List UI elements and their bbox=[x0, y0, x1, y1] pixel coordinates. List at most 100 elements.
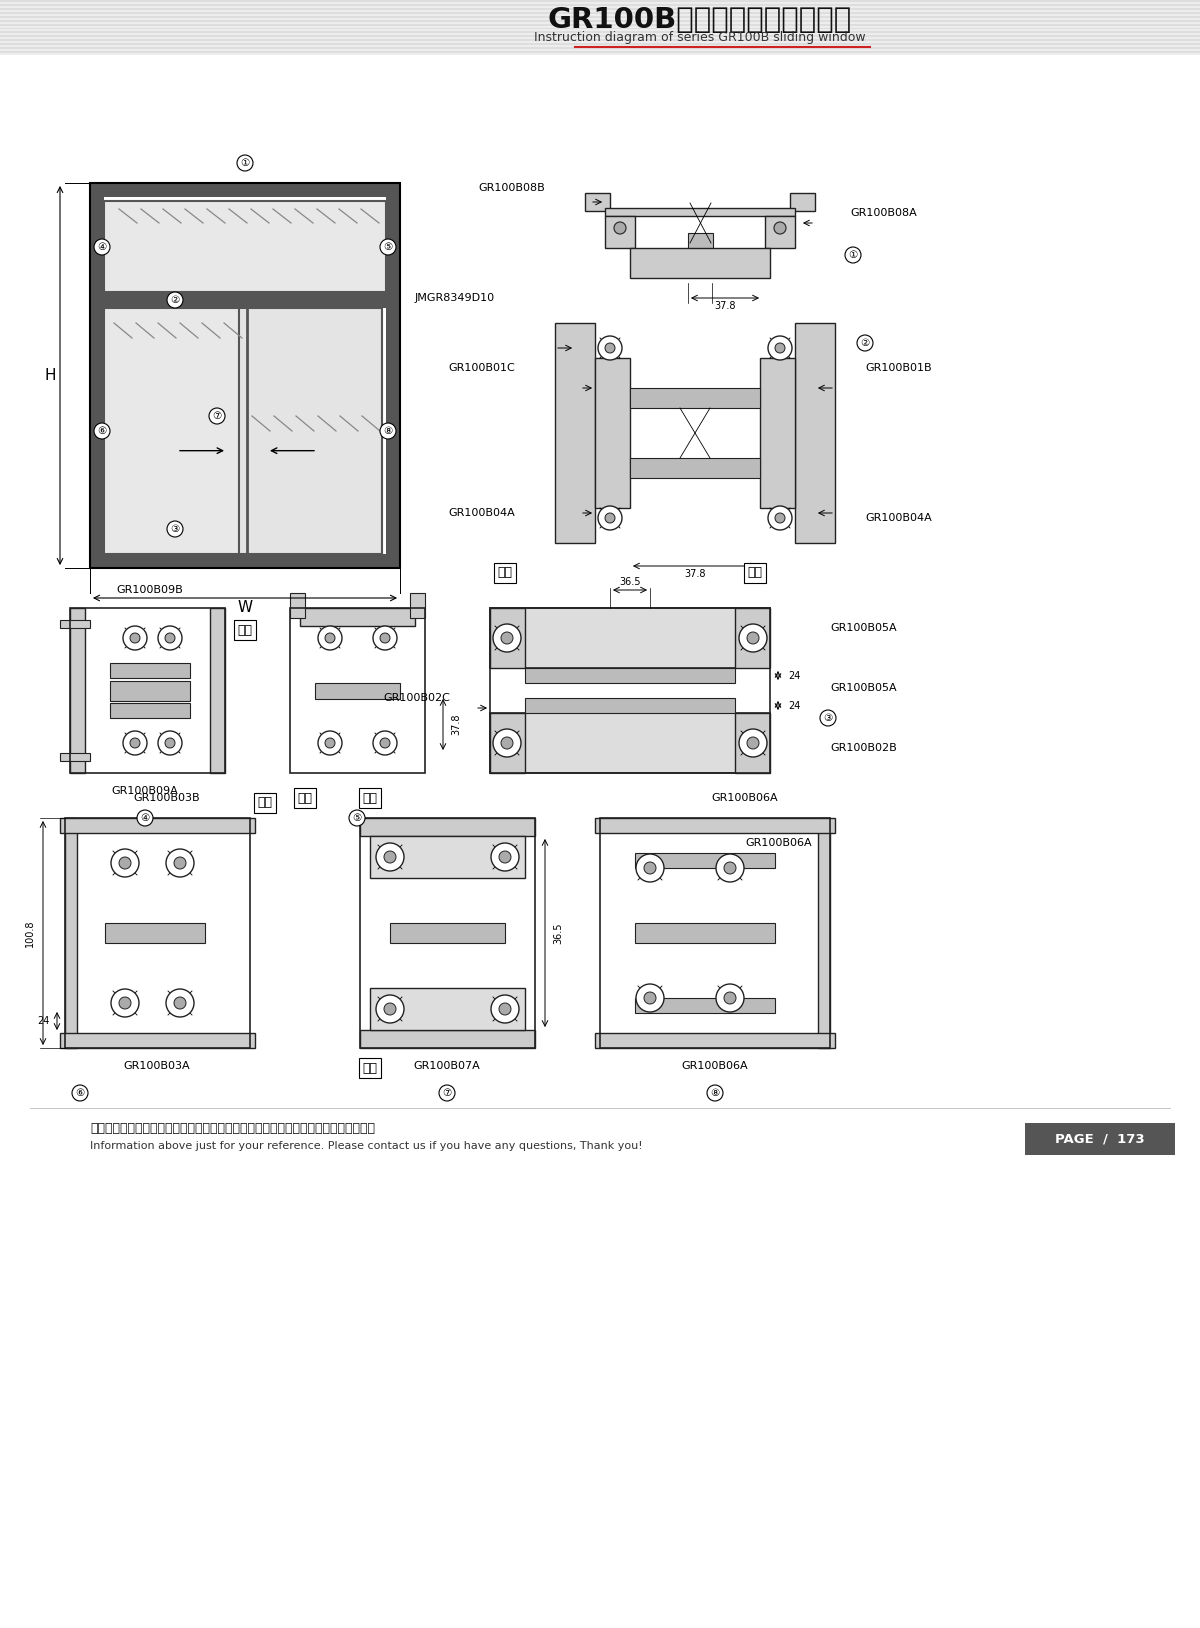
Bar bbox=[605, 217, 635, 247]
Bar bbox=[360, 1031, 535, 1048]
Text: GR100B08A: GR100B08A bbox=[850, 208, 917, 218]
Bar bbox=[314, 684, 400, 698]
Circle shape bbox=[491, 843, 520, 871]
Bar bbox=[796, 322, 835, 544]
Text: 室内: 室内 bbox=[238, 624, 252, 637]
Bar bbox=[0, 18, 1200, 20]
Bar bbox=[104, 308, 247, 554]
Text: 37.8: 37.8 bbox=[714, 301, 736, 311]
Bar bbox=[210, 607, 226, 773]
Bar bbox=[60, 620, 90, 628]
Text: ⑧: ⑧ bbox=[710, 1088, 720, 1097]
Bar bbox=[760, 358, 796, 508]
Bar bbox=[0, 2, 1200, 3]
Bar bbox=[70, 607, 226, 773]
Circle shape bbox=[605, 513, 616, 523]
Text: GR100B09B: GR100B09B bbox=[116, 584, 184, 594]
Bar bbox=[635, 923, 775, 943]
Circle shape bbox=[158, 627, 182, 650]
Text: GR100B02B: GR100B02B bbox=[830, 742, 896, 754]
Text: Instruction diagram of series GR100B sliding window: Instruction diagram of series GR100B sli… bbox=[534, 31, 866, 44]
Circle shape bbox=[857, 335, 874, 352]
Circle shape bbox=[739, 729, 767, 757]
Bar bbox=[90, 554, 400, 568]
Bar bbox=[90, 182, 400, 568]
Bar bbox=[104, 200, 386, 291]
Text: 室内: 室内 bbox=[298, 791, 312, 804]
Text: 室内: 室内 bbox=[298, 791, 312, 804]
Text: GR100B系列隔热推拉窗结构图: GR100B系列隔热推拉窗结构图 bbox=[548, 7, 852, 34]
Bar bbox=[0, 41, 1200, 44]
Bar bbox=[0, 47, 1200, 49]
Bar bbox=[0, 54, 1200, 55]
Circle shape bbox=[130, 633, 140, 643]
Text: 36.5: 36.5 bbox=[553, 921, 563, 944]
Text: GR100B06A: GR100B06A bbox=[712, 793, 779, 803]
Bar bbox=[90, 182, 400, 197]
Text: 24: 24 bbox=[37, 1016, 50, 1026]
Text: ⑧: ⑧ bbox=[383, 427, 392, 436]
Text: 24: 24 bbox=[788, 671, 800, 681]
Bar bbox=[300, 607, 415, 627]
Text: 室内: 室内 bbox=[362, 791, 378, 804]
Bar bbox=[290, 593, 305, 619]
Circle shape bbox=[644, 991, 656, 1004]
Text: GR100B04A: GR100B04A bbox=[449, 508, 515, 518]
Circle shape bbox=[380, 633, 390, 643]
Text: 室外: 室外 bbox=[748, 567, 762, 580]
Bar bbox=[490, 713, 526, 773]
Circle shape bbox=[644, 861, 656, 874]
Bar bbox=[630, 247, 770, 278]
Text: 36.5: 36.5 bbox=[619, 576, 641, 588]
Bar bbox=[734, 607, 770, 667]
Text: GR100B03B: GR100B03B bbox=[133, 793, 200, 803]
Bar bbox=[818, 817, 830, 1048]
Bar bbox=[595, 358, 630, 508]
Bar bbox=[1025, 1123, 1175, 1154]
Circle shape bbox=[499, 1003, 511, 1014]
Circle shape bbox=[775, 344, 785, 353]
Text: Information above just for your reference. Please contact us if you have any que: Information above just for your referenc… bbox=[90, 1141, 643, 1151]
Circle shape bbox=[167, 291, 182, 308]
Bar bbox=[0, 36, 1200, 37]
Text: ⑥: ⑥ bbox=[97, 427, 107, 436]
Circle shape bbox=[820, 710, 836, 726]
Bar bbox=[60, 1034, 256, 1048]
Circle shape bbox=[775, 513, 785, 523]
Bar bbox=[0, 39, 1200, 41]
Circle shape bbox=[349, 811, 365, 825]
Circle shape bbox=[493, 624, 521, 651]
Bar bbox=[70, 607, 85, 773]
Circle shape bbox=[373, 731, 397, 755]
Bar bbox=[360, 817, 535, 837]
Text: ③: ③ bbox=[170, 524, 180, 534]
Circle shape bbox=[605, 344, 616, 353]
Bar bbox=[0, 28, 1200, 29]
Circle shape bbox=[716, 983, 744, 1013]
Text: JMGR8349D10: JMGR8349D10 bbox=[415, 293, 496, 303]
Bar bbox=[630, 387, 760, 409]
Bar bbox=[370, 988, 526, 1031]
Bar bbox=[0, 8, 1200, 10]
Text: 100.8: 100.8 bbox=[25, 920, 35, 947]
Text: ②: ② bbox=[170, 295, 180, 304]
Text: GR100B01C: GR100B01C bbox=[449, 363, 515, 373]
Circle shape bbox=[325, 737, 335, 747]
Text: PAGE  /  173: PAGE / 173 bbox=[1055, 1133, 1145, 1146]
Bar bbox=[554, 322, 595, 544]
Bar bbox=[0, 44, 1200, 46]
Circle shape bbox=[137, 811, 154, 825]
Bar bbox=[526, 698, 734, 713]
Bar bbox=[0, 13, 1200, 16]
Circle shape bbox=[768, 335, 792, 360]
Bar bbox=[65, 817, 77, 1048]
Text: GR100B03A: GR100B03A bbox=[124, 1061, 191, 1071]
Bar bbox=[734, 713, 770, 773]
Circle shape bbox=[166, 633, 175, 643]
Bar bbox=[65, 817, 250, 1048]
Bar bbox=[110, 681, 190, 702]
Circle shape bbox=[112, 848, 139, 877]
Circle shape bbox=[598, 335, 622, 360]
Bar bbox=[0, 31, 1200, 34]
Bar bbox=[586, 194, 610, 212]
